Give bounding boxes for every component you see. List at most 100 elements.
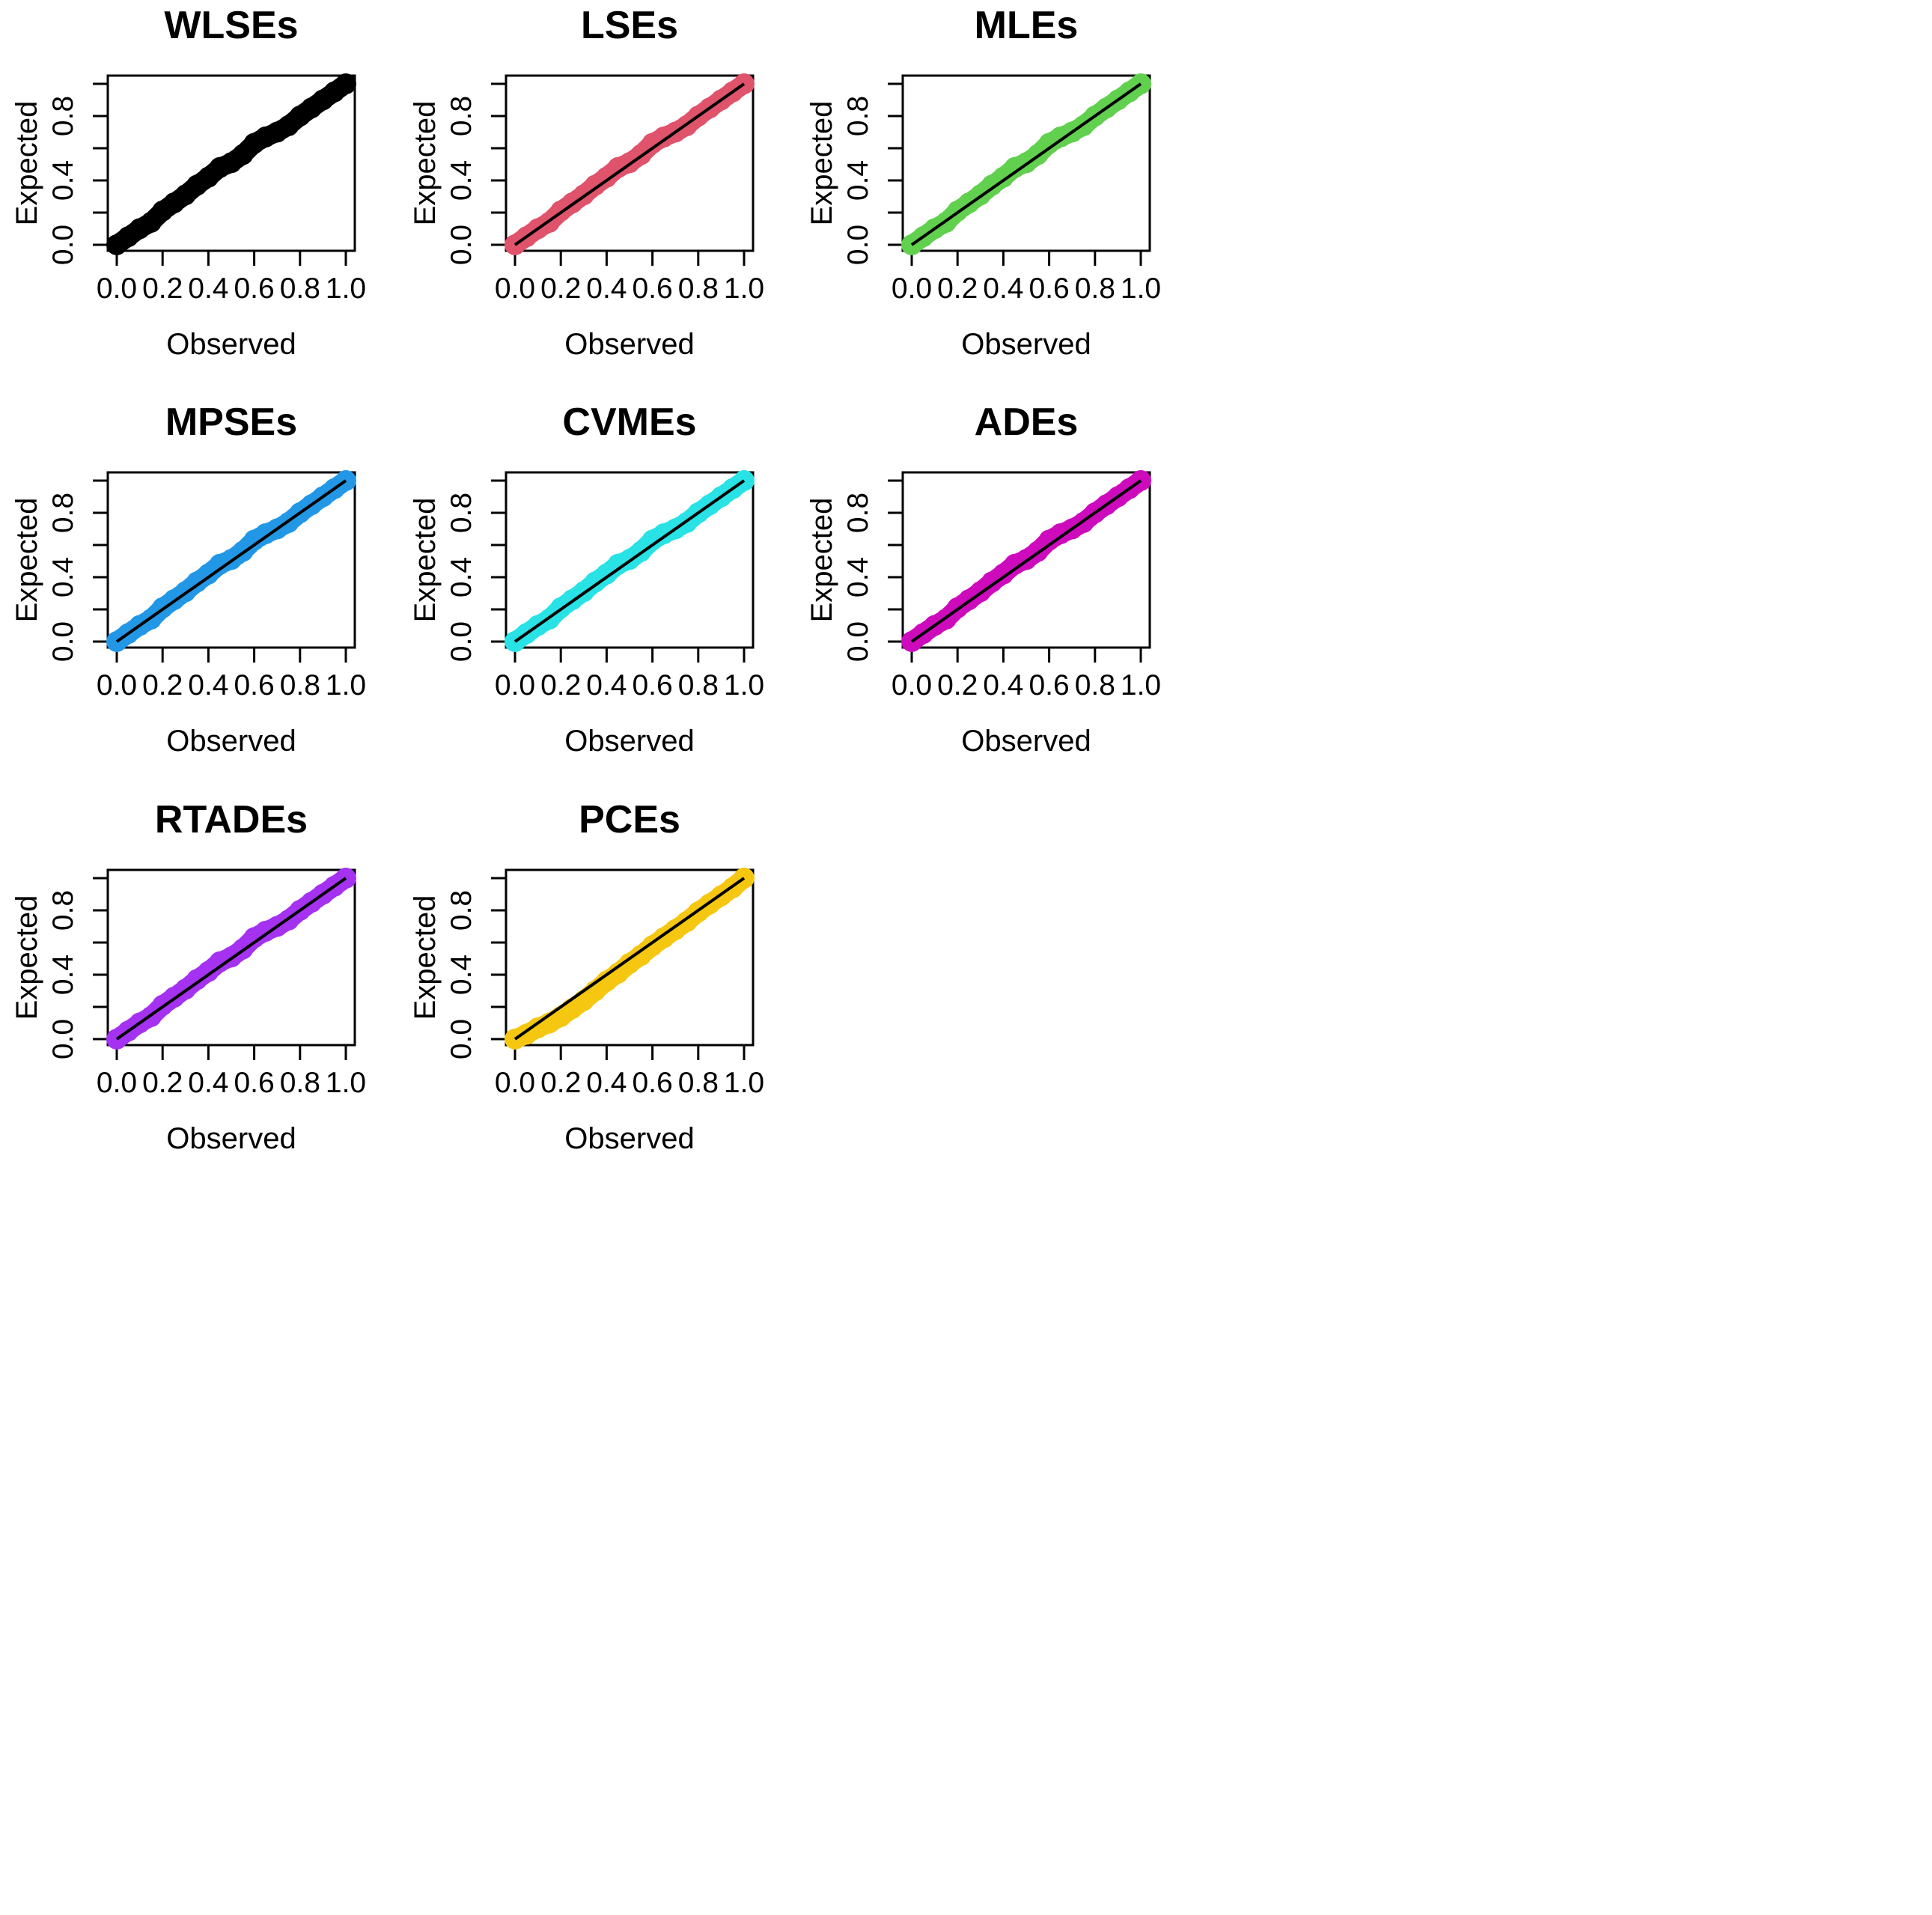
plot-frame [106,74,356,252]
x-tick-label: 0.8 [1075,669,1115,701]
y-axis-label: Expected [805,101,838,226]
reference-line [910,82,1142,246]
x-tick-label: 0.2 [142,669,183,701]
reference-line [514,877,746,1041]
x-tick-label: 1.0 [326,273,366,305]
x-tick-label: 1.0 [724,273,764,305]
y-tick-label: 0.0 [47,225,79,265]
x-tick-label: 0.8 [678,273,719,305]
plot-title: RTADEs [155,798,308,841]
x-tick-label: 0.8 [280,273,320,305]
y-tick-label: 0.8 [47,890,79,931]
plot-frame [106,471,356,649]
y-tick-label: 0.8 [47,493,79,533]
x-tick-label: 0.0 [892,669,932,701]
y-axis-label: Expected [10,101,43,226]
x-tick-label: 0.6 [234,1067,274,1099]
x-tick-label: 0.0 [97,669,137,701]
plot-title: LSEs [581,4,678,47]
y-axis-label: Expected [409,895,442,1020]
x-axis-label: Observed [961,725,1091,758]
y-tick-label: 0.0 [842,225,874,265]
x-tick-label: 0.0 [97,1067,137,1099]
y-tick-label: 0.0 [445,621,478,662]
x-tick-label: 0.0 [97,273,137,305]
x-tick-label: 0.0 [892,273,932,305]
x-axis-label: Observed [961,328,1091,361]
y-tick-label: 0.8 [842,96,874,136]
x-tick-label: 0.8 [678,1067,719,1099]
plot-frame [106,868,356,1047]
reference-line [115,877,347,1041]
x-axis-label: Observed [564,328,694,361]
y-tick-label: 0.0 [47,621,79,662]
y-tick-label: 0.8 [842,493,874,533]
y-tick-label: 0.8 [445,493,478,533]
x-tick-label: 1.0 [724,1067,764,1099]
x-tick-label: 0.6 [234,273,274,305]
x-tick-label: 0.8 [1075,273,1115,305]
x-tick-label: 0.4 [586,273,627,305]
y-axis-label: Expected [10,895,43,1020]
x-tick-label: 0.8 [280,669,320,701]
x-axis-label: Observed [166,328,296,361]
x-tick-label: 0.2 [540,273,581,305]
plot-title: MPSEs [165,401,297,444]
x-tick-label: 0.4 [188,669,228,701]
x-axis-label: Observed [166,725,296,758]
x-tick-label: 1.0 [1121,273,1161,305]
x-tick-label: 0.4 [983,273,1023,305]
plot-frame [505,471,755,649]
x-tick-label: 1.0 [1121,669,1161,701]
x-tick-label: 0.4 [983,669,1023,701]
x-axis-label: Observed [564,1122,694,1155]
plot-frame [901,74,1151,252]
y-tick-label: 0.0 [47,1019,79,1059]
y-axis-label: Expected [409,498,442,623]
x-tick-label: 0.0 [495,669,535,701]
y-tick-label: 0.8 [445,96,478,136]
reference-line [910,479,1142,643]
x-tick-label: 0.4 [586,1067,627,1099]
plot-frame [505,868,755,1047]
x-tick-label: 0.8 [678,669,719,701]
x-tick-label: 0.4 [586,669,627,701]
y-axis-label: Expected [10,498,43,623]
x-tick-label: 0.2 [540,669,581,701]
plot-frame [901,471,1151,649]
x-tick-label: 0.4 [188,273,228,305]
plot-title: ADEs [975,401,1079,444]
y-tick-label: 0.0 [842,621,874,662]
data-points [106,73,356,255]
y-axis-label: Expected [409,101,442,226]
y-tick-label: 0.4 [842,557,874,597]
y-tick-label: 0.4 [47,160,79,201]
x-axis-label: Observed [166,1122,296,1155]
x-axis-label: Observed [564,725,694,758]
y-tick-label: 0.4 [445,557,478,597]
y-tick-label: 0.0 [445,225,478,265]
x-tick-label: 1.0 [326,1067,366,1099]
x-tick-label: 0.0 [495,1067,535,1099]
y-tick-label: 0.4 [445,955,478,995]
y-tick-label: 0.8 [445,890,478,931]
plot-title: MLEs [975,4,1079,47]
x-tick-label: 0.6 [1029,669,1069,701]
x-tick-label: 0.6 [234,669,274,701]
x-tick-label: 0.8 [280,1067,320,1099]
plot-frame [505,74,755,252]
x-tick-label: 0.2 [142,1067,183,1099]
y-tick-label: 0.4 [47,557,79,597]
x-tick-label: 0.6 [632,273,672,305]
data-points [505,868,755,1050]
x-tick-label: 0.6 [1029,273,1069,305]
y-tick-label: 0.0 [445,1019,478,1059]
x-tick-label: 0.6 [632,669,672,701]
